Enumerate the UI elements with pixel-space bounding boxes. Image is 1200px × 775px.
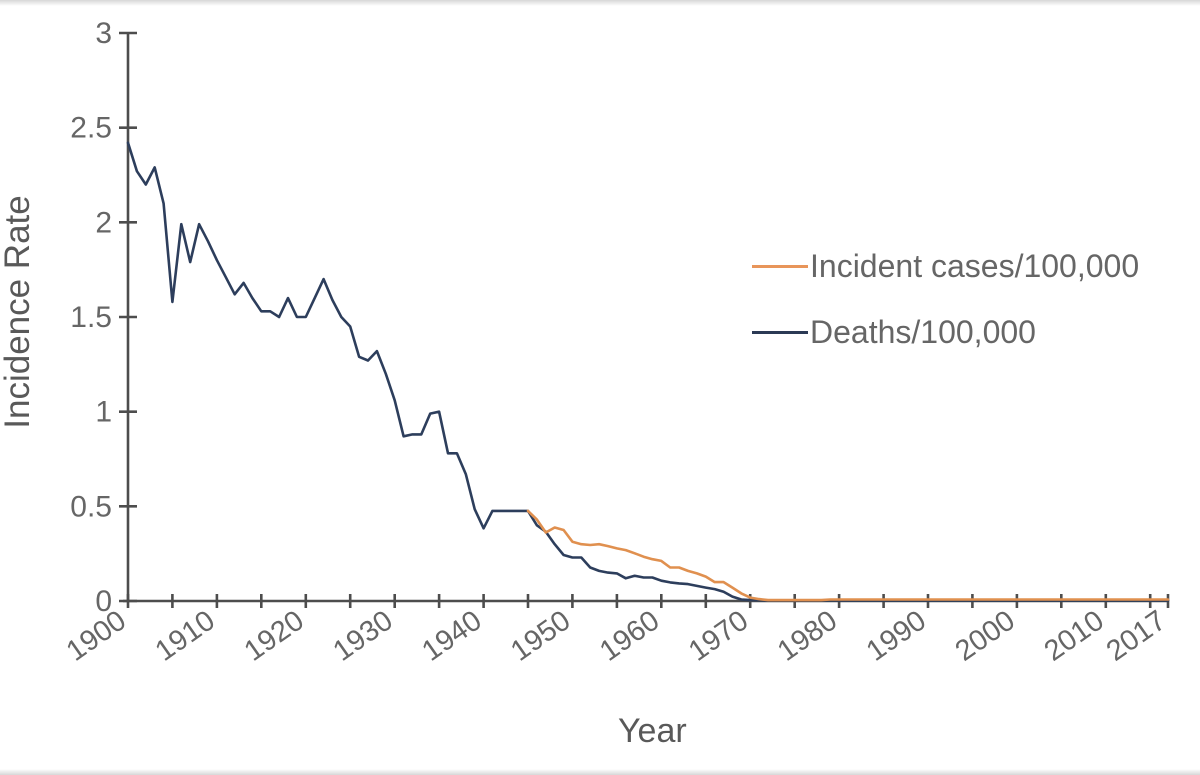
svg-text:1930: 1930 bbox=[328, 605, 399, 668]
svg-text:2: 2 bbox=[95, 206, 112, 239]
svg-text:1950: 1950 bbox=[505, 605, 576, 668]
svg-text:0.5: 0.5 bbox=[70, 490, 112, 523]
svg-text:1910: 1910 bbox=[150, 605, 221, 668]
svg-text:1920: 1920 bbox=[239, 605, 310, 668]
svg-text:1980: 1980 bbox=[772, 605, 843, 668]
svg-text:1940: 1940 bbox=[416, 605, 487, 668]
svg-text:2000: 2000 bbox=[950, 605, 1021, 668]
svg-text:1.5: 1.5 bbox=[70, 301, 112, 334]
svg-text:2.5: 2.5 bbox=[70, 112, 112, 145]
svg-text:1990: 1990 bbox=[861, 605, 932, 668]
svg-text:0: 0 bbox=[95, 585, 112, 618]
svg-text:1960: 1960 bbox=[594, 605, 665, 668]
svg-text:2010: 2010 bbox=[1039, 605, 1110, 668]
svg-text:2017: 2017 bbox=[1101, 605, 1172, 668]
svg-text:3: 3 bbox=[95, 17, 112, 50]
svg-text:1970: 1970 bbox=[683, 605, 754, 668]
svg-text:1: 1 bbox=[95, 396, 112, 429]
